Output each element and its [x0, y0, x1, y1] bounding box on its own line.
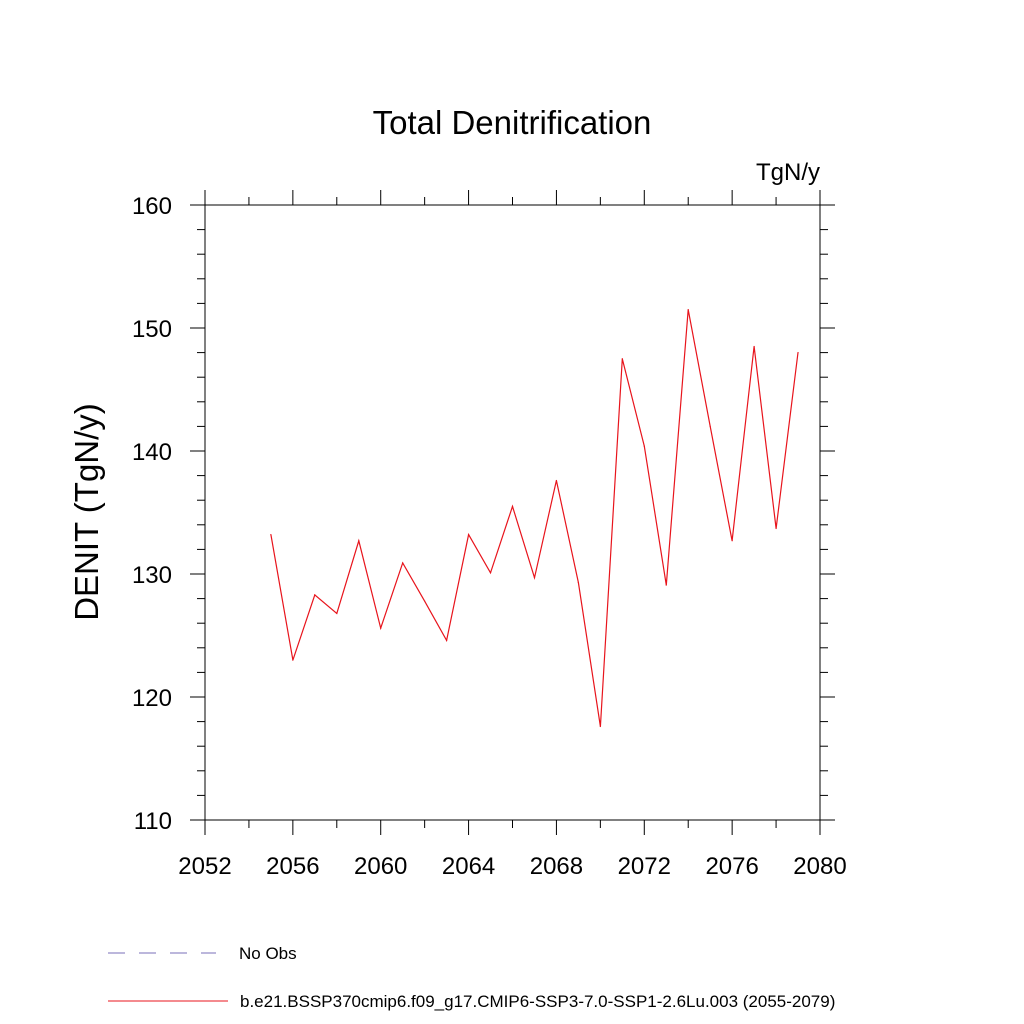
legend-label-model-run: b.e21.BSSP370cmip6.f09_g17.CMIP6-SSP3-7.… — [240, 992, 835, 1011]
data-point — [358, 540, 360, 542]
axis-ticks — [190, 190, 835, 835]
data-point — [336, 612, 338, 614]
data-point — [467, 534, 470, 536]
data-point — [775, 527, 777, 530]
data-point — [314, 594, 316, 596]
y-tick-label: 120 — [132, 685, 172, 712]
legend: No Obs b.e21.BSSP370cmip6.f09_g17.CMIP6-… — [108, 944, 835, 1011]
data-point — [687, 308, 689, 311]
units-label: TgN/y — [756, 159, 820, 186]
y-tick-label: 130 — [132, 562, 172, 589]
data-point — [621, 358, 623, 360]
x-tick-label: 2072 — [618, 853, 671, 880]
data-point — [446, 639, 448, 642]
y-tick-label: 160 — [132, 193, 172, 220]
y-axis-label: DENIT (TgN/y) — [68, 403, 105, 621]
data-point — [731, 540, 733, 542]
chart-title: Total Denitrification — [373, 104, 652, 141]
tick-labels: 2052 2056 2060 2064 2068 2072 2076 2080 110 120 13… — [132, 193, 847, 880]
x-tick-label: 2064 — [442, 853, 495, 880]
data-point — [753, 345, 755, 348]
data-point — [577, 582, 579, 584]
data-point — [533, 577, 536, 579]
data-point — [555, 479, 558, 482]
series-line-model-run — [270, 309, 799, 727]
data-point — [511, 505, 514, 507]
x-tick-label: 2052 — [178, 853, 231, 880]
series-lines — [270, 308, 799, 728]
x-tick-label: 2080 — [793, 853, 846, 880]
y-tick-label: 150 — [132, 316, 172, 343]
data-point — [489, 572, 492, 574]
data-point — [424, 600, 426, 602]
y-tick-label: 110 — [134, 808, 172, 835]
x-tick-label: 2060 — [354, 853, 407, 880]
data-point — [797, 352, 799, 354]
data-point — [402, 562, 404, 564]
data-point — [665, 584, 667, 586]
data-point — [599, 725, 601, 728]
plot-frame — [204, 204, 821, 821]
data-point — [380, 627, 382, 629]
data-point — [292, 659, 294, 661]
x-tick-label: 2076 — [705, 853, 758, 880]
y-tick-label: 140 — [132, 439, 172, 466]
data-point — [270, 534, 272, 536]
x-tick-label: 2056 — [266, 853, 319, 880]
x-tick-label: 2068 — [530, 853, 583, 880]
legend-label-no-obs: No Obs — [239, 944, 297, 963]
data-point — [643, 445, 645, 447]
data-point — [709, 425, 711, 427]
